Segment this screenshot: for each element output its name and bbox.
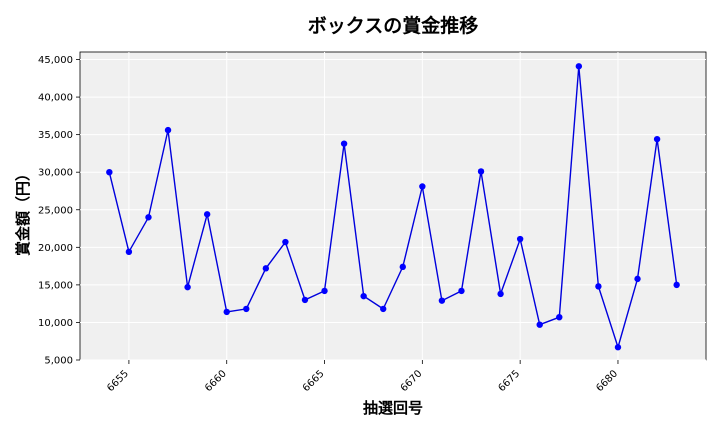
x-tick-label: 6665: [301, 368, 327, 394]
data-point: [282, 238, 289, 246]
data-point: [106, 168, 113, 176]
data-points: [106, 63, 680, 351]
data-point: [419, 183, 426, 190]
data-point: [360, 292, 367, 300]
chart-title: ボックスの賞金推移: [308, 14, 478, 37]
x-tick-label: 6675: [497, 368, 523, 394]
y-tick-label: 15,000: [38, 280, 73, 291]
data-point: [653, 135, 661, 143]
y-tick-label: 25,000: [38, 205, 73, 216]
x-axis-title: 抽選回号: [363, 399, 423, 417]
data-point: [497, 290, 504, 298]
data-point: [125, 248, 133, 256]
data-point: [556, 313, 563, 321]
data-point: [614, 344, 622, 351]
y-tick-label: 30,000: [38, 168, 73, 179]
series-line: [108, 66, 678, 350]
data-point: [595, 283, 602, 290]
x-tick-label: 6660: [203, 368, 229, 394]
data-point: [634, 275, 641, 283]
data-point: [458, 287, 465, 295]
y-axis: 5,000 10,000 15,000 20,000 25,000 30,000 35,00…: [38, 55, 80, 367]
y-tick-label: 10,000: [38, 318, 73, 329]
data-point: [673, 281, 680, 289]
y-tick-label: 20,000: [38, 243, 73, 254]
data-point: [399, 263, 406, 271]
y-tick-label: 5,000: [44, 356, 73, 367]
data-point: [438, 297, 446, 304]
y-tick-label: 45,000: [38, 55, 73, 66]
y-axis-title: 賞金額（円）: [14, 166, 32, 256]
data-point: [301, 296, 309, 304]
data-point: [203, 211, 211, 218]
data-point: [380, 305, 387, 313]
x-tick-label: 6670: [399, 368, 425, 394]
data-point: [184, 283, 191, 291]
x-tick-label: 6680: [594, 368, 620, 394]
y-tick-label: 35,000: [38, 130, 73, 141]
data-point: [575, 63, 583, 70]
data-point: [243, 305, 250, 313]
grid: [80, 52, 706, 361]
data-point: [145, 214, 152, 221]
x-tick-label: 6655: [105, 368, 131, 394]
plot-area: [79, 51, 707, 361]
data-point: [164, 126, 172, 134]
data-point: [536, 321, 543, 328]
data-point: [321, 287, 328, 295]
x-axis: 6655 6660 6665 6670 6675 6680: [105, 360, 620, 394]
data-point: [262, 265, 270, 272]
y-tick-label: 40,000: [38, 93, 73, 104]
data-point: [516, 235, 524, 243]
data-point: [223, 308, 230, 316]
data-point: [477, 168, 485, 175]
data-point: [340, 140, 348, 147]
